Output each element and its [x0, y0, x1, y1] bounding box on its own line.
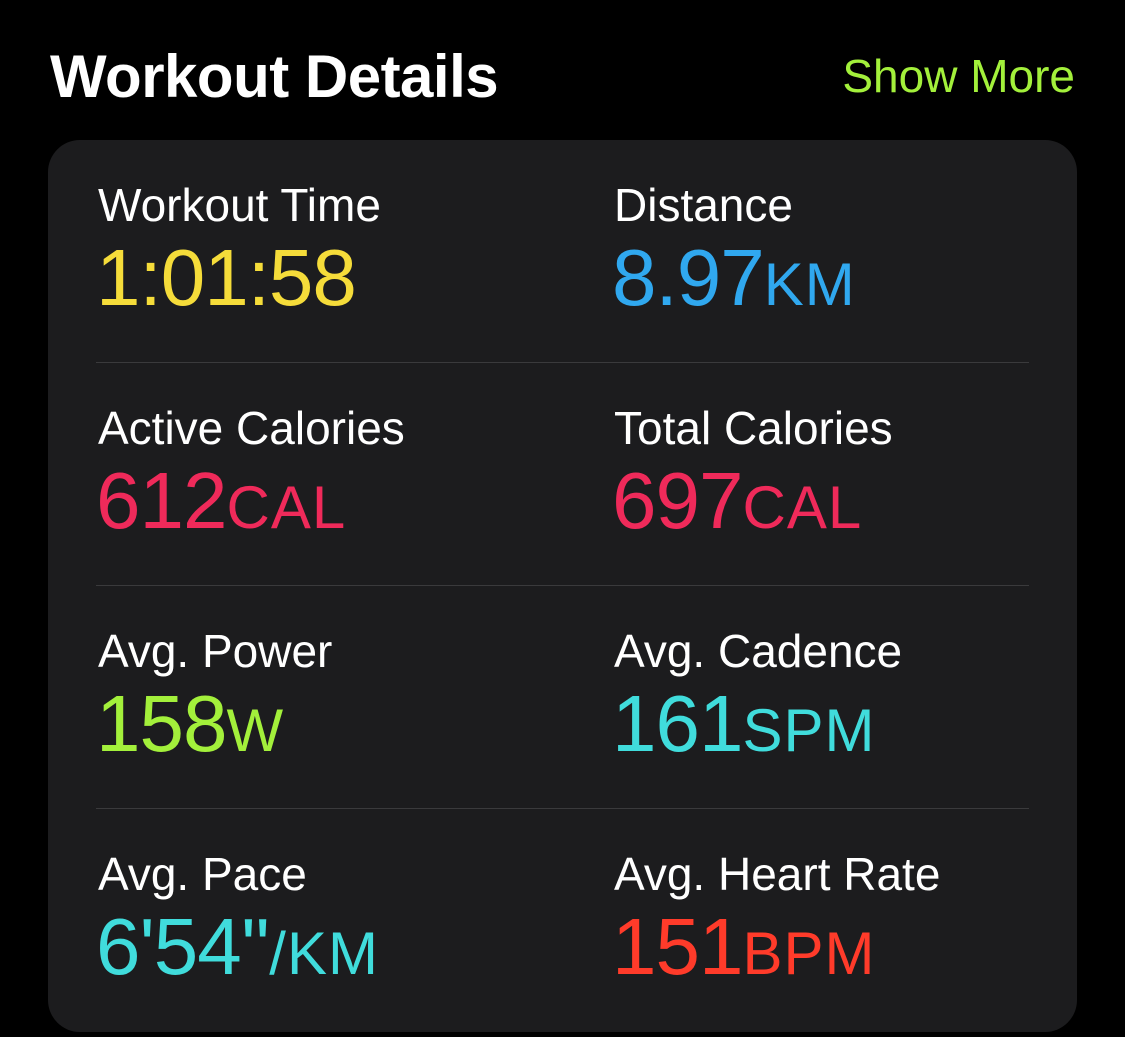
metric-number: 158 [96, 679, 227, 768]
metric-label: Avg. Heart Rate [614, 848, 941, 900]
metric-number: 151 [612, 902, 743, 991]
workout-details-card: Workout Time 1:01:58 Distance 8.97KM Act… [48, 140, 1077, 1032]
metric-number: 8.97 [612, 233, 765, 322]
page-title: Workout Details [50, 42, 499, 110]
metric-label: Workout Time [98, 179, 381, 231]
metric-number: 697 [612, 456, 743, 545]
metric-unit: SPM [742, 697, 876, 764]
metric-number: 612 [96, 456, 227, 545]
metric-number: 161 [612, 679, 743, 768]
divider [96, 585, 1029, 586]
metrics-row: Active Calories 612CAL Total Calories 69… [96, 363, 1029, 585]
metric-value: 612CAL [96, 461, 346, 541]
metric-value: 161SPM [612, 684, 876, 764]
metric-value: 697CAL [612, 461, 862, 541]
metric-unit: CAL [226, 474, 347, 541]
metrics-row: Workout Time 1:01:58 Distance 8.97KM [96, 140, 1029, 362]
metric-value: 8.97KM [612, 238, 856, 318]
metric-label: Total Calories [614, 402, 893, 454]
metric-total-calories: Total Calories 697CAL [612, 363, 1078, 585]
metric-unit: BPM [742, 920, 876, 987]
metric-unit: W [226, 697, 285, 764]
metric-label: Avg. Cadence [614, 625, 903, 677]
divider [96, 808, 1029, 809]
header: Workout Details Show More [50, 36, 1075, 116]
metric-workout-time: Workout Time 1:01:58 [96, 140, 562, 362]
metric-value: 6'54''/KM [96, 907, 379, 987]
show-more-button[interactable]: Show More [842, 50, 1075, 102]
metric-label: Avg. Power [98, 625, 333, 677]
metric-unit: /KM [269, 920, 379, 987]
metric-avg-power: Avg. Power 158W [96, 586, 562, 808]
metric-avg-heart-rate: Avg. Heart Rate 151BPM [612, 809, 1078, 1031]
metric-label: Distance [614, 179, 793, 231]
metric-value: 151BPM [612, 907, 876, 987]
metric-active-calories: Active Calories 612CAL [96, 363, 562, 585]
metric-avg-cadence: Avg. Cadence 161SPM [612, 586, 1078, 808]
metric-value: 1:01:58 [96, 238, 357, 318]
metric-distance: Distance 8.97KM [612, 140, 1078, 362]
metric-number: 6'54'' [96, 902, 270, 991]
metric-unit: KM [763, 251, 856, 318]
metric-avg-pace: Avg. Pace 6'54''/KM [96, 809, 562, 1031]
metric-value: 158W [96, 684, 284, 764]
metric-label: Avg. Pace [98, 848, 307, 900]
metrics-row: Avg. Power 158W Avg. Cadence 161SPM [96, 586, 1029, 808]
metric-number: 1:01:58 [96, 233, 357, 322]
metrics-row: Avg. Pace 6'54''/KM Avg. Heart Rate 151B… [96, 809, 1029, 1031]
metric-unit: CAL [742, 474, 863, 541]
metric-label: Active Calories [98, 402, 405, 454]
divider [96, 362, 1029, 363]
